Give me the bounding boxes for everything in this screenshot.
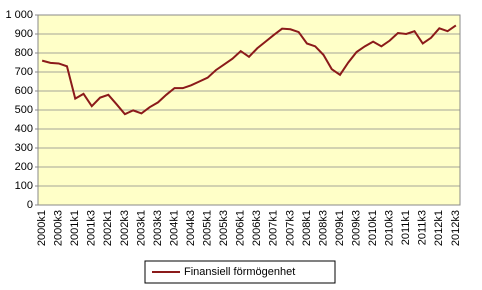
x-tick-label: 2000k3 bbox=[53, 210, 65, 246]
x-tick-label: 2007k1 bbox=[268, 210, 280, 246]
y-tick-label: 900 bbox=[15, 28, 33, 40]
x-tick-label: 2009k1 bbox=[334, 210, 346, 246]
y-tick-label: 600 bbox=[15, 85, 33, 97]
x-tick-label: 2008k1 bbox=[301, 210, 313, 246]
x-tick-label: 2003k1 bbox=[135, 210, 147, 246]
x-tick-label: 2008k3 bbox=[317, 210, 329, 246]
x-tick-label: 2011k3 bbox=[417, 210, 429, 245]
y-tick-label: 300 bbox=[15, 142, 33, 154]
x-tick-label: 2009k3 bbox=[350, 210, 362, 246]
x-tick-label: 2012k1 bbox=[433, 210, 445, 246]
x-tick-label: 2007k3 bbox=[284, 210, 296, 246]
y-tick-label: 0 bbox=[27, 199, 33, 211]
x-tick-label: 2012k3 bbox=[450, 210, 462, 246]
data-line bbox=[41, 24, 457, 116]
x-tick-label: 2004k1 bbox=[168, 210, 180, 246]
y-tick-label: 400 bbox=[15, 123, 33, 135]
x-tick-label: 2006k3 bbox=[251, 210, 263, 246]
x-tick-label: 2001k3 bbox=[86, 210, 98, 246]
x-tick-label: 2005k3 bbox=[218, 210, 230, 246]
x-tick-label: 2001k1 bbox=[69, 210, 81, 246]
x-tick-label: 2006k1 bbox=[235, 210, 247, 246]
y-tick-label: 100 bbox=[15, 180, 33, 192]
y-tick-label: 200 bbox=[15, 161, 33, 173]
x-tick-label: 2000k1 bbox=[36, 210, 48, 246]
y-tick-label: 1 000 bbox=[5, 9, 33, 21]
x-tick-label: 2005k1 bbox=[202, 210, 214, 246]
y-tick-label: 500 bbox=[15, 104, 33, 116]
x-tick-label: 2010k3 bbox=[384, 210, 396, 246]
x-tick-label: 2003k3 bbox=[152, 210, 164, 246]
x-tick-label: 2011k1 bbox=[400, 210, 412, 245]
y-tick-label: 800 bbox=[15, 47, 33, 59]
x-tick-label: 2002k1 bbox=[102, 210, 114, 246]
x-tick-label: 2002k3 bbox=[119, 210, 131, 246]
x-tick-label: 2010k1 bbox=[367, 210, 379, 246]
y-tick-label: 700 bbox=[15, 66, 33, 78]
legend-label: Finansiell förmögenhet bbox=[184, 266, 295, 278]
legend-box bbox=[144, 260, 336, 284]
x-tick-label: 2004k3 bbox=[185, 210, 197, 246]
